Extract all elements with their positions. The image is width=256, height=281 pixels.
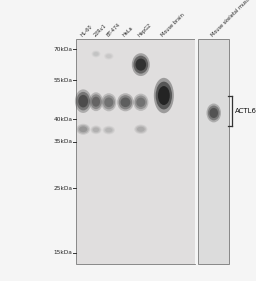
Ellipse shape: [92, 97, 100, 107]
Ellipse shape: [135, 58, 146, 71]
Ellipse shape: [76, 124, 90, 135]
Ellipse shape: [93, 52, 99, 56]
Ellipse shape: [207, 103, 221, 123]
Text: 15kDa: 15kDa: [54, 250, 72, 255]
Text: 22Rv1: 22Rv1: [92, 23, 107, 38]
Text: Mouse skeletal muscle: Mouse skeletal muscle: [210, 0, 254, 38]
Ellipse shape: [106, 54, 112, 58]
Ellipse shape: [78, 95, 88, 107]
Text: 40kDa: 40kDa: [54, 117, 72, 122]
Ellipse shape: [90, 94, 102, 109]
Ellipse shape: [104, 98, 113, 107]
Ellipse shape: [137, 127, 145, 132]
Bar: [198, 39, 229, 264]
Text: 35kDa: 35kDa: [54, 139, 72, 144]
Text: 70kDa: 70kDa: [54, 47, 72, 52]
Ellipse shape: [89, 92, 103, 111]
Text: HL-60: HL-60: [80, 24, 93, 38]
Ellipse shape: [75, 89, 91, 113]
Ellipse shape: [90, 126, 102, 134]
Ellipse shape: [208, 106, 220, 120]
Ellipse shape: [104, 53, 114, 60]
Ellipse shape: [136, 98, 145, 107]
Ellipse shape: [132, 53, 150, 76]
Ellipse shape: [119, 95, 132, 109]
Ellipse shape: [117, 93, 134, 111]
Text: ACTL6B: ACTL6B: [235, 108, 256, 114]
Ellipse shape: [79, 126, 87, 132]
Ellipse shape: [91, 126, 101, 133]
Ellipse shape: [78, 125, 89, 133]
Ellipse shape: [156, 81, 172, 110]
Ellipse shape: [154, 78, 174, 113]
Ellipse shape: [105, 128, 112, 132]
Bar: [76, 39, 195, 264]
Ellipse shape: [209, 108, 218, 118]
Ellipse shape: [135, 126, 146, 133]
Ellipse shape: [135, 96, 147, 109]
Ellipse shape: [121, 98, 130, 107]
Ellipse shape: [92, 51, 100, 57]
Ellipse shape: [104, 127, 114, 133]
Ellipse shape: [77, 92, 90, 110]
Ellipse shape: [101, 93, 116, 111]
Bar: [195, 39, 198, 264]
Text: 25kDa: 25kDa: [54, 186, 72, 191]
Ellipse shape: [91, 50, 101, 58]
Text: HeLa: HeLa: [122, 26, 134, 38]
Ellipse shape: [133, 94, 148, 111]
Ellipse shape: [103, 95, 115, 109]
Ellipse shape: [158, 86, 170, 105]
Text: Mouse brain: Mouse brain: [160, 13, 186, 38]
Ellipse shape: [93, 128, 99, 132]
Text: 55kDa: 55kDa: [54, 78, 72, 83]
Text: BT-474: BT-474: [105, 22, 121, 38]
Ellipse shape: [133, 56, 148, 74]
Text: HepG2: HepG2: [137, 22, 153, 38]
Ellipse shape: [134, 124, 147, 134]
Ellipse shape: [103, 126, 115, 134]
Ellipse shape: [105, 53, 113, 59]
